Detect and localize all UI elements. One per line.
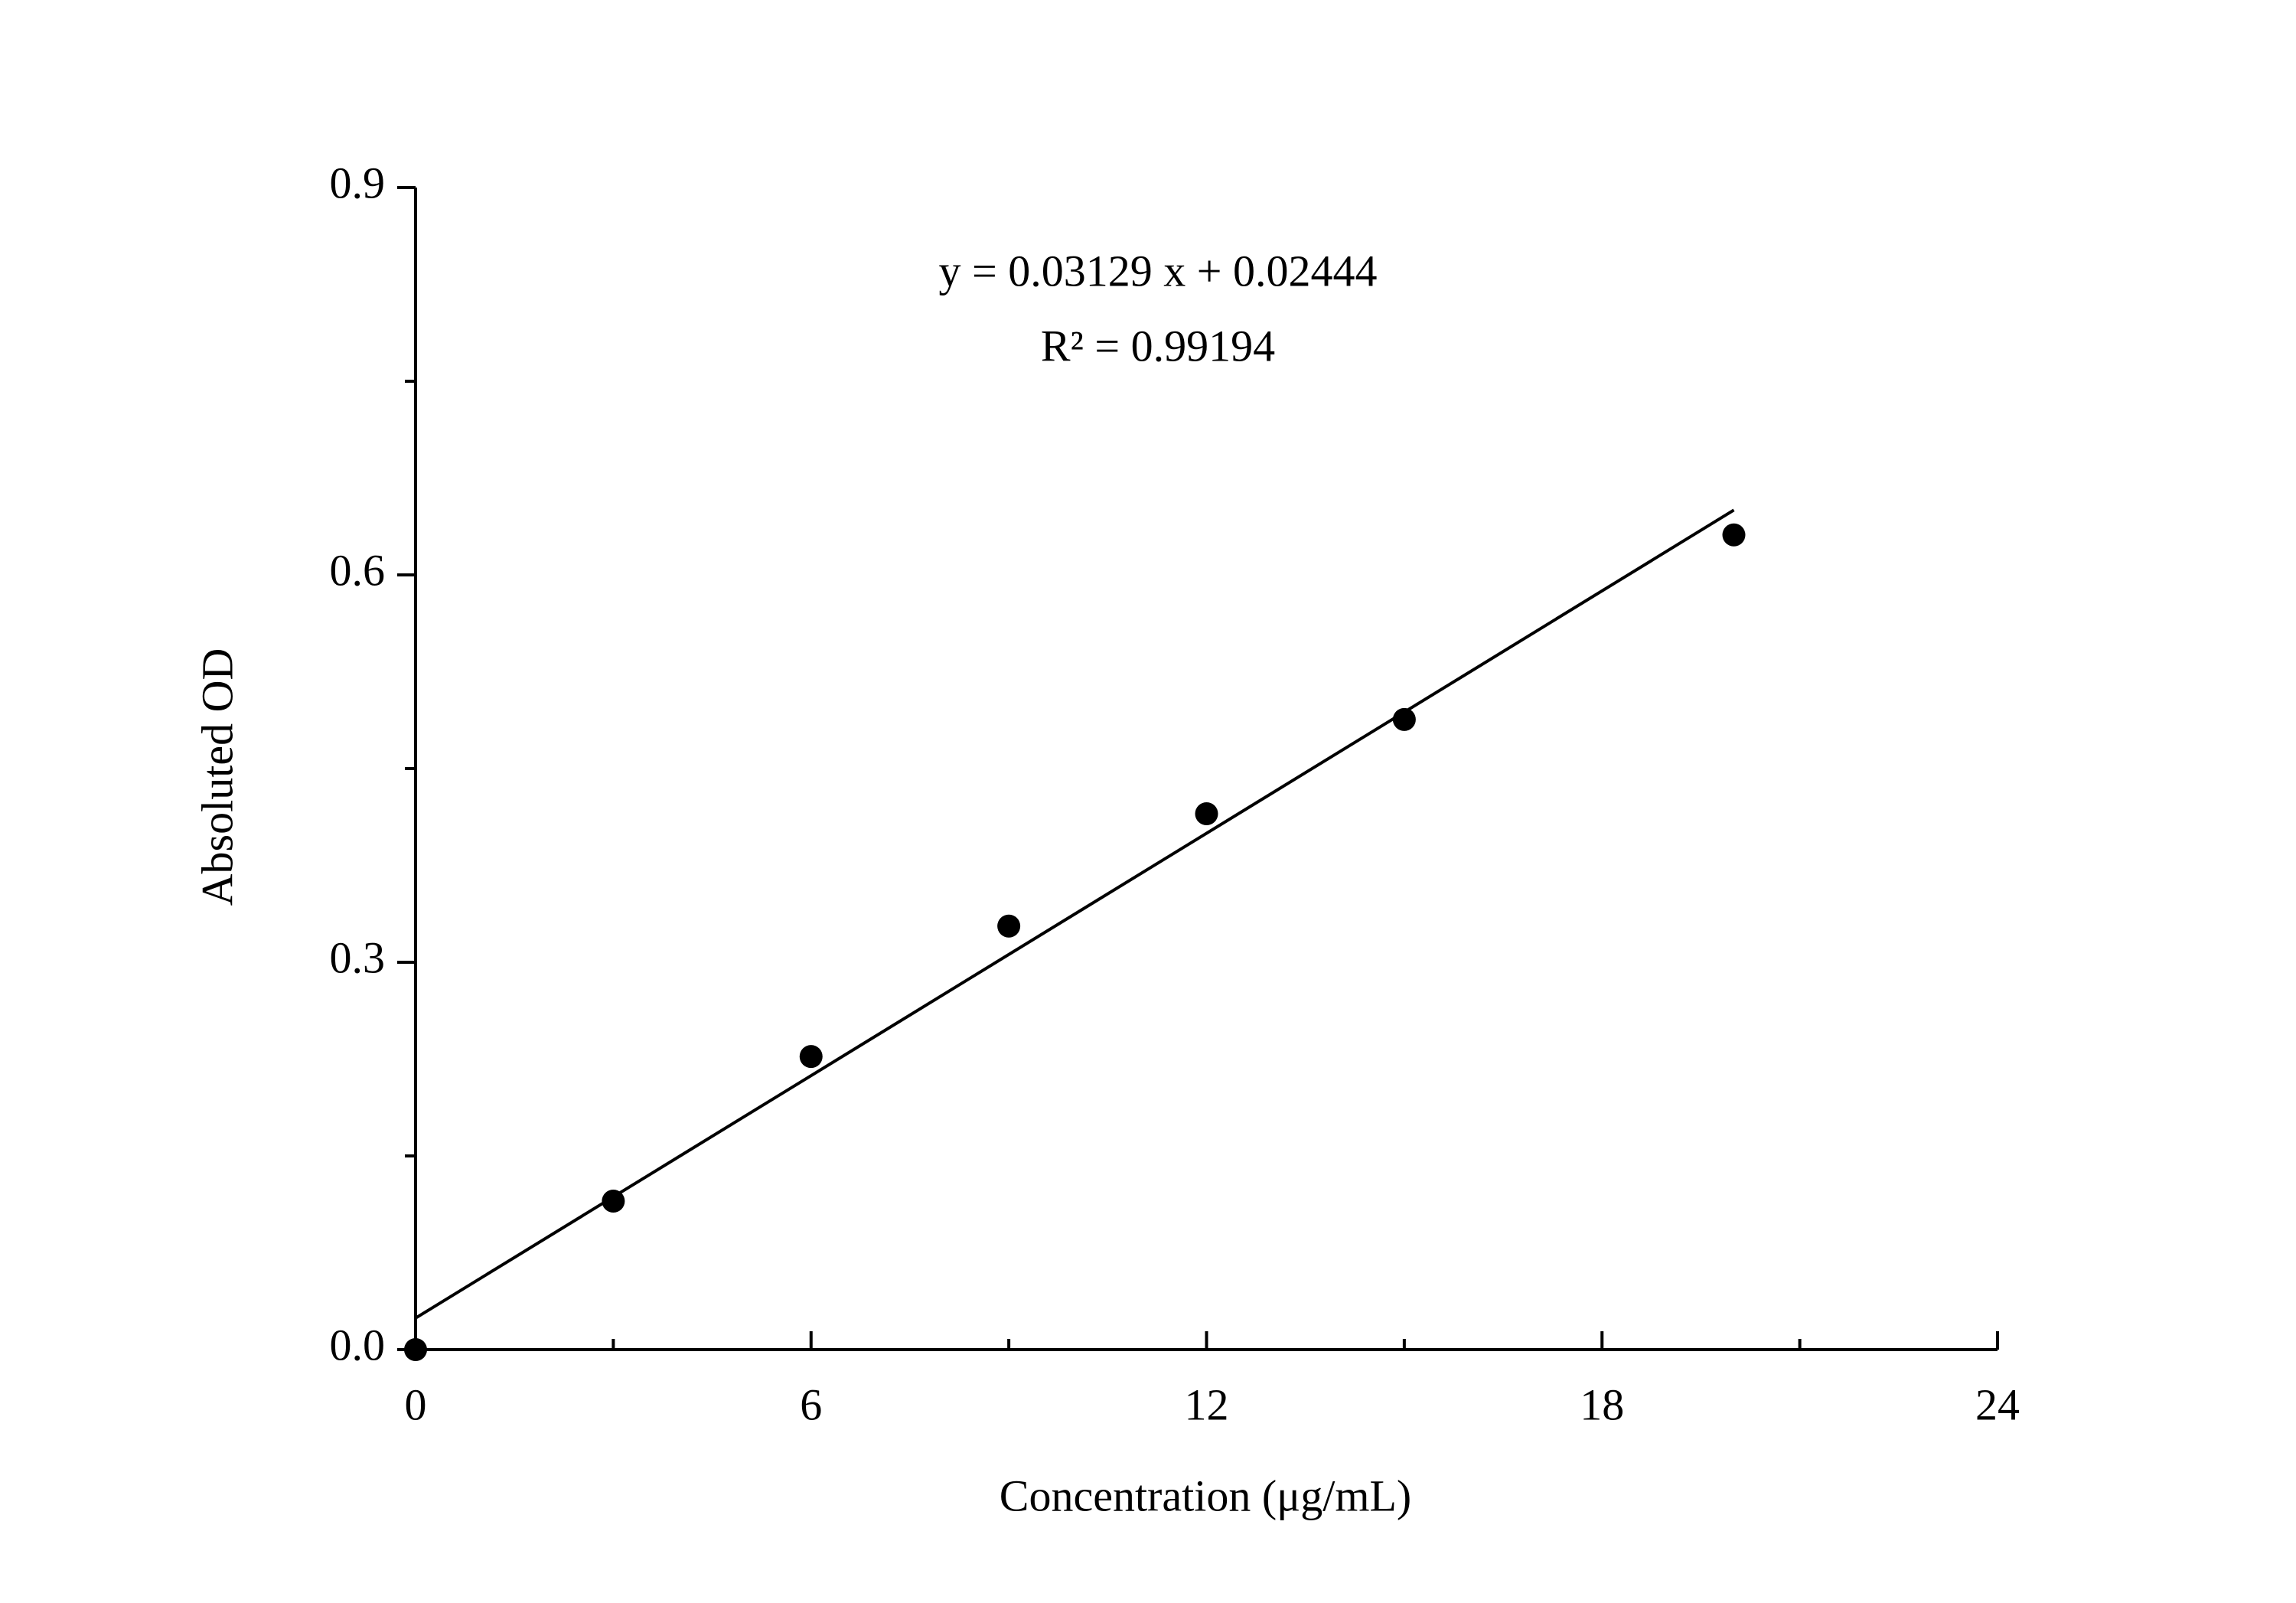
- data-point: [602, 1190, 625, 1213]
- x-tick-label: 12: [1185, 1379, 1229, 1429]
- data-point: [1722, 523, 1746, 547]
- data-point: [1195, 802, 1218, 826]
- x-tick-label: 24: [1975, 1379, 2020, 1429]
- y-tick-label: 0.0: [330, 1320, 386, 1370]
- data-point: [799, 1045, 823, 1069]
- y-axis-title: Absoluted OD: [192, 648, 242, 906]
- data-point: [1392, 707, 1416, 731]
- equation: y = 0.03129 x + 0.02444: [939, 246, 1378, 295]
- x-tick-label: 0: [405, 1379, 427, 1429]
- fit-line: [414, 508, 1735, 1320]
- y-tick-label: 0.3: [330, 932, 386, 982]
- x-tick-label: 18: [1580, 1379, 1624, 1429]
- x-axis-title: Concentration (μg/mL): [1000, 1471, 1411, 1520]
- y-tick-label: 0.6: [330, 545, 386, 595]
- y-tick-label: 0.9: [330, 158, 386, 207]
- r-squared: R² = 0.99194: [1041, 321, 1275, 371]
- x-tick-label: 6: [800, 1379, 822, 1429]
- data-point: [404, 1338, 427, 1361]
- data-point: [997, 914, 1021, 938]
